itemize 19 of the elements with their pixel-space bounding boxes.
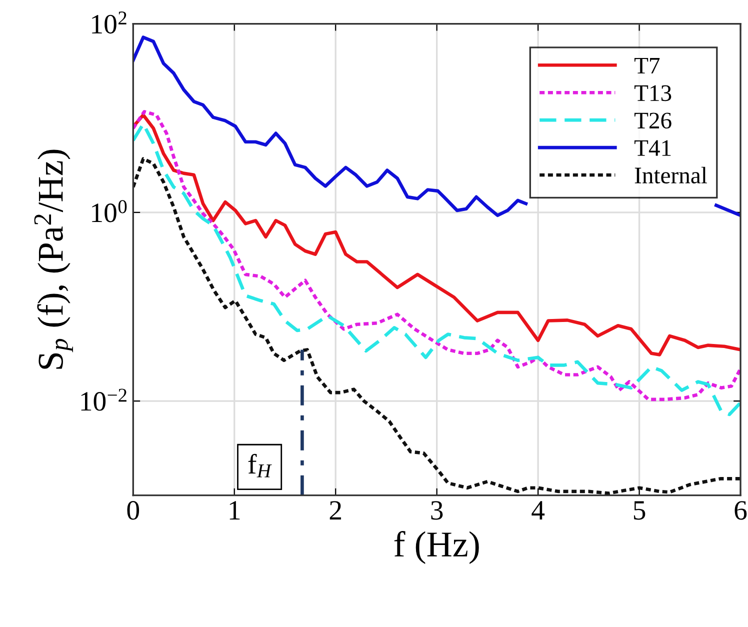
x-tick-label: 5 [634, 501, 646, 520]
x-tick-label: 3 [431, 501, 443, 520]
legend-label: T13 [634, 85, 672, 102]
x-tick-label: 6 [734, 501, 747, 520]
y-tick-label: 10$^{−2}$ [81, 388, 126, 411]
x-tick-label: 2 [330, 501, 342, 520]
legend-label: T41 [634, 140, 671, 156]
x-tick-label: 1 [230, 501, 240, 520]
legend-label: T26 [634, 112, 672, 129]
x-tick-label: 0 [127, 500, 140, 520]
y-tick-label: 10$^{2}$ [92, 12, 126, 34]
y-axis-title: S$_{p}$ (f), (Pa$^{2}$/Hz) [34, 150, 73, 369]
y-tick-label: 10$^{0}$ [92, 200, 127, 222]
annotation: f$_{H}$ [248, 454, 272, 478]
x-axis-title: f (Hz) [394, 530, 479, 564]
x-tick-label: 4 [532, 501, 545, 520]
legend-label: Internal [634, 166, 707, 184]
line-series [133, 113, 741, 356]
legend-label: T7 [634, 58, 660, 74]
